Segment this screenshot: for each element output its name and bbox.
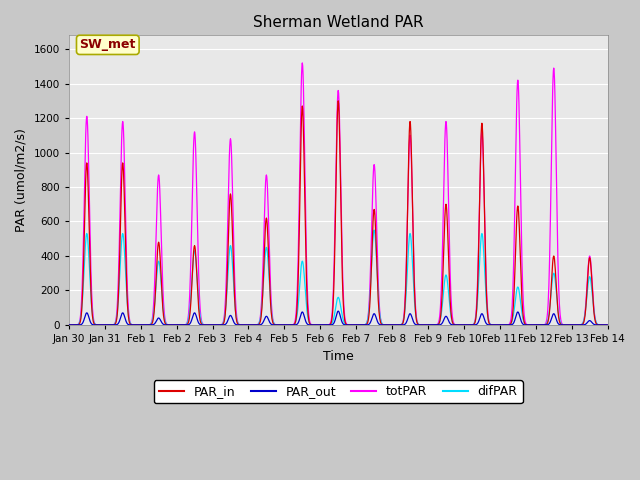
X-axis label: Time: Time [323,349,354,362]
Y-axis label: PAR (umol/m2/s): PAR (umol/m2/s) [15,128,28,232]
Legend: PAR_in, PAR_out, totPAR, difPAR: PAR_in, PAR_out, totPAR, difPAR [154,380,522,403]
Text: SW_met: SW_met [79,38,136,51]
Title: Sherman Wetland PAR: Sherman Wetland PAR [253,15,424,30]
